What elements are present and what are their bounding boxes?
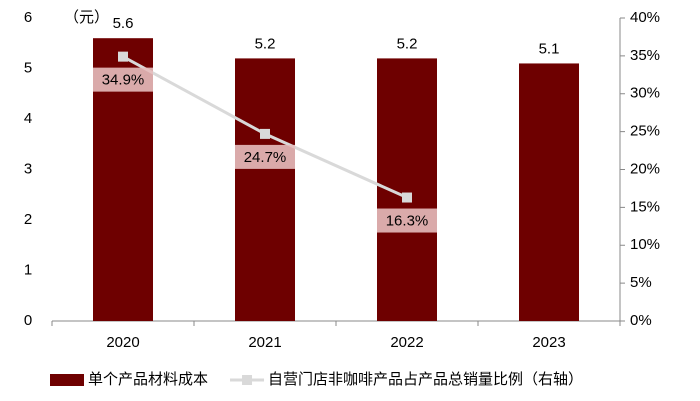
line-label-box (377, 208, 437, 233)
y-tick-label: 6 (24, 9, 32, 26)
y2-tick-label: 30% (630, 85, 660, 102)
legend-swatch (242, 375, 253, 385)
y2-tick-label: 25% (630, 123, 660, 140)
y2-tick-label: 0% (630, 312, 652, 329)
y2-tick-label: 15% (630, 198, 660, 215)
y2-tick-label: 5% (630, 274, 652, 291)
y2-tick-label: 10% (630, 236, 660, 253)
bar (519, 63, 579, 321)
y2-tick-label: 40% (630, 9, 660, 26)
legend-label: 单个产品材料成本 (88, 371, 208, 388)
x-tick-label: 2021 (248, 334, 281, 351)
legend-swatch (50, 374, 84, 386)
y-tick-label: 5 (24, 59, 32, 76)
x-tick-label: 2020 (106, 334, 139, 351)
y-tick-label: 4 (24, 110, 32, 127)
bar-label: 5.2 (255, 35, 276, 52)
y-tick-label: 0 (24, 312, 32, 329)
y2-tick-label: 35% (630, 47, 660, 64)
line-label-box (235, 144, 295, 169)
line-marker (260, 128, 270, 139)
bar-label: 5.2 (397, 35, 418, 52)
bar-label: 5.6 (113, 15, 134, 32)
line-marker (118, 51, 128, 62)
x-tick-label: 2023 (532, 334, 565, 351)
bar-label: 5.1 (539, 40, 560, 57)
bar (235, 58, 295, 322)
y2-tick-label: 20% (630, 160, 660, 177)
x-tick-label: 2022 (390, 334, 423, 351)
line-label: 34.9% (102, 72, 145, 89)
line-label: 16.3% (386, 212, 429, 229)
legend-label: 自营门店非咖啡产品占产品总销量比例（右轴） (268, 371, 583, 388)
y-tick-label: 2 (24, 211, 32, 228)
line-marker (402, 192, 412, 203)
y-unit: （元） (64, 9, 109, 26)
line-label: 24.7% (244, 149, 287, 166)
y-tick-label: 1 (24, 261, 32, 278)
line-label-box (93, 67, 153, 92)
y-tick-label: 3 (24, 160, 32, 177)
